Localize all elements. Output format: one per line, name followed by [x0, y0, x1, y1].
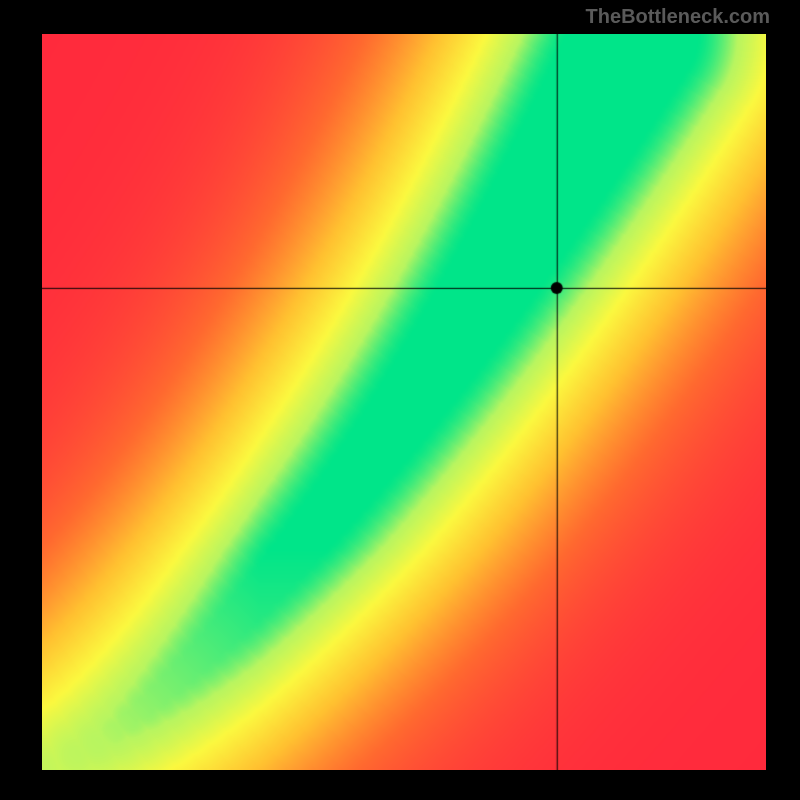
watermark-text: TheBottleneck.com [586, 6, 770, 29]
chart-container: TheBottleneck.com [0, 0, 800, 800]
heatmap-chart [42, 34, 766, 770]
